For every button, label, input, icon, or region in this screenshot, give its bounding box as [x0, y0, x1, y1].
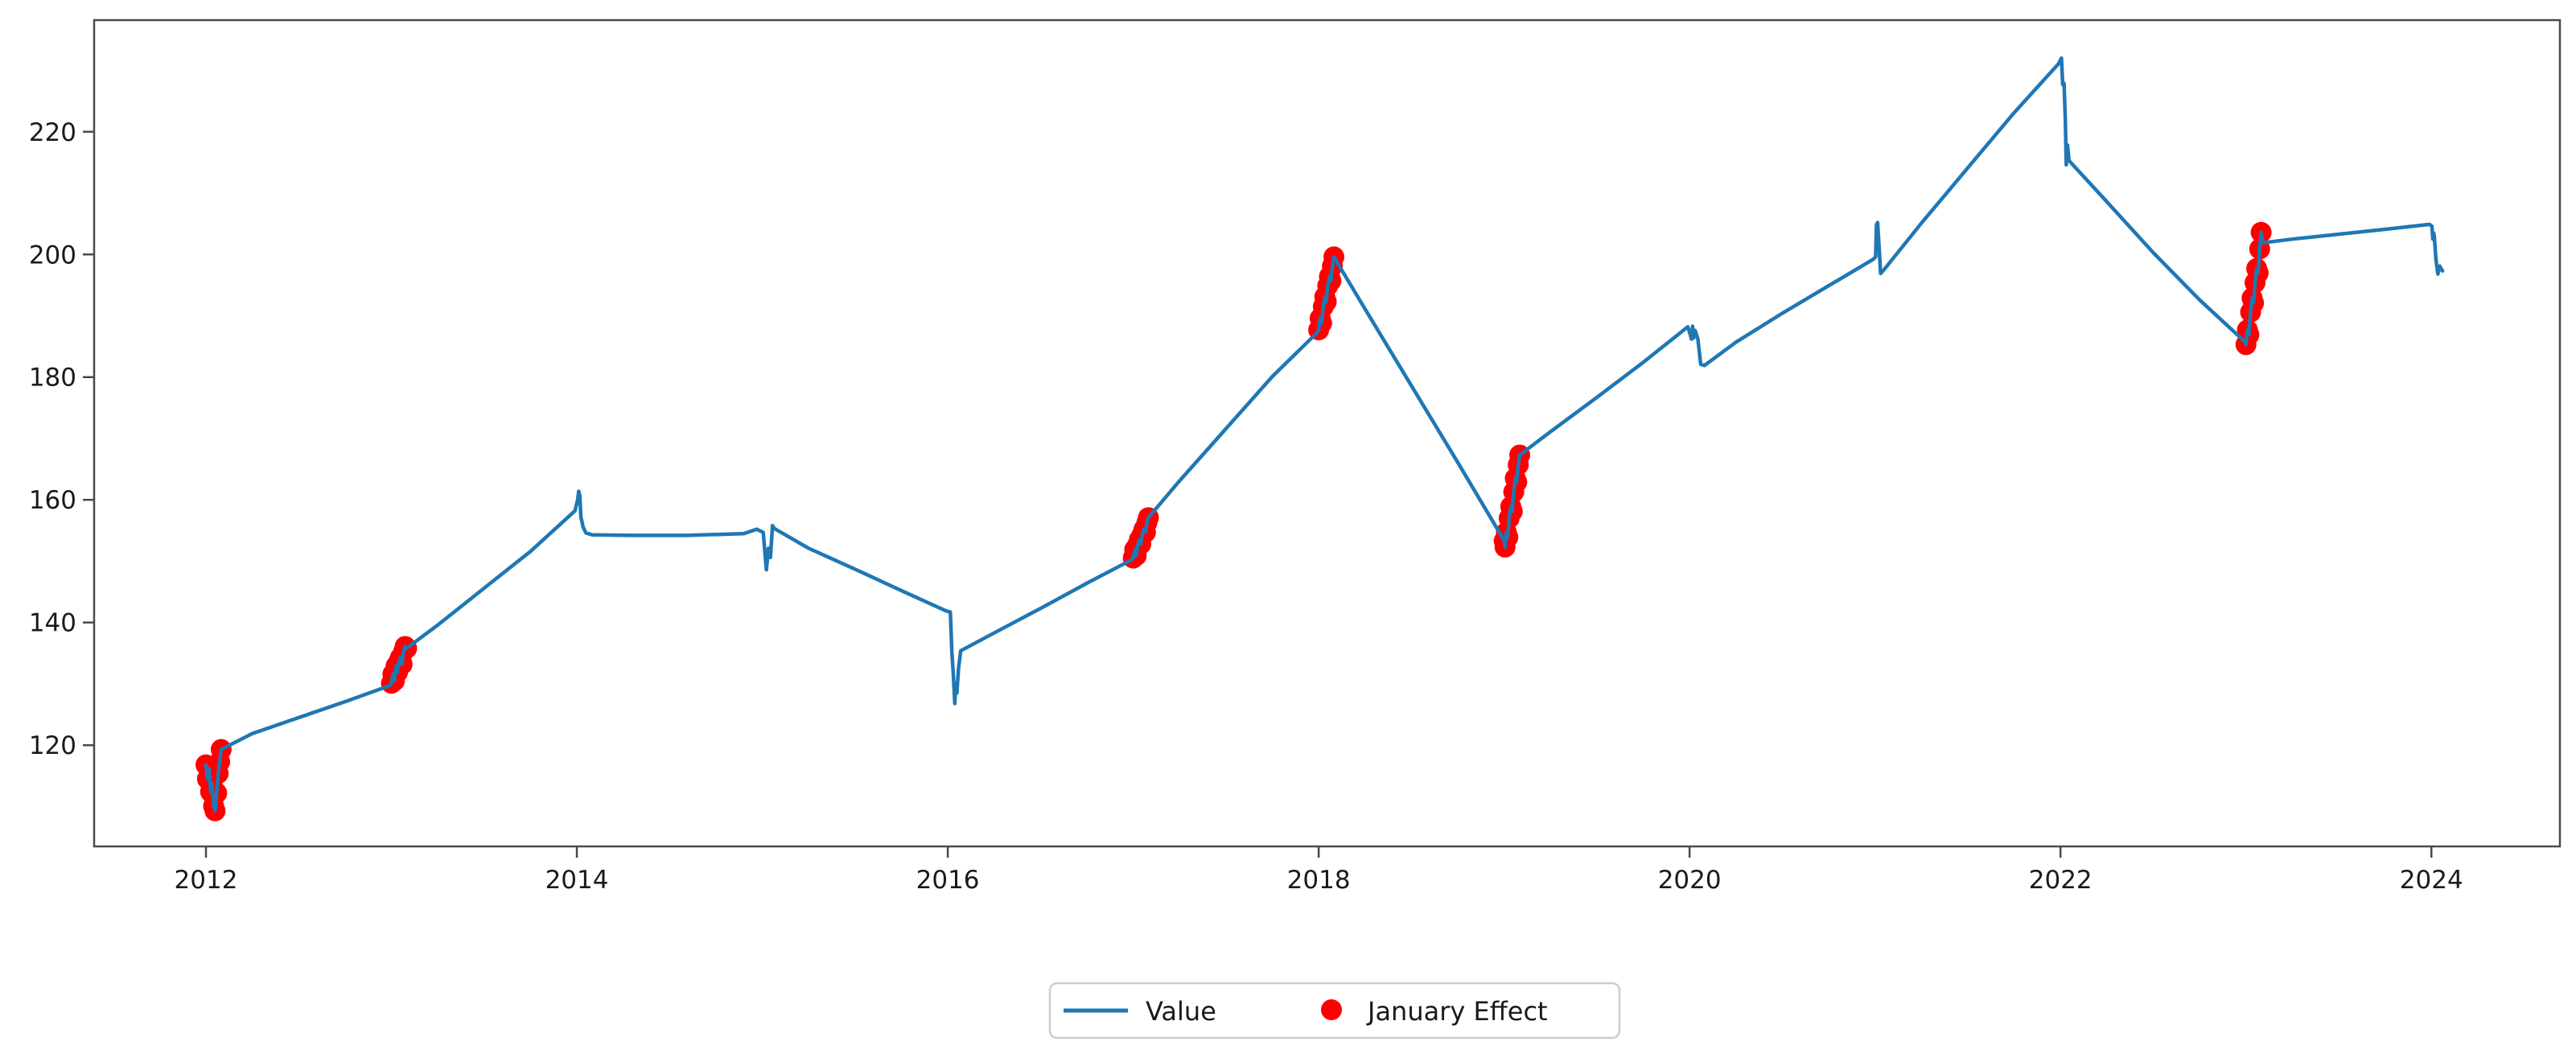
x-tick-label: 2016 [916, 866, 980, 895]
y-tick-label: 220 [29, 118, 76, 147]
x-tick-label: 2024 [2400, 866, 2463, 895]
x-tick-label: 2014 [545, 866, 609, 895]
x-tick-label: 2022 [2029, 866, 2092, 895]
legend: Value January Effect [1048, 982, 1621, 1040]
value-line [204, 56, 2445, 813]
y-tick-label: 180 [29, 364, 76, 393]
x-tick-label: 2018 [1287, 866, 1351, 895]
y-tick-label: 120 [29, 731, 76, 760]
value-line-series [204, 56, 2445, 813]
x-axis: 2012 2014 2016 2018 2020 2022 2024 [175, 846, 2463, 895]
legend-label-january-effect: January Effect [1366, 996, 1548, 1027]
legend-dot-swatch [1321, 999, 1342, 1020]
y-tick-label: 160 [29, 486, 76, 515]
y-axis: 120 140 160 180 200 220 [29, 118, 94, 760]
y-tick-label: 140 [29, 609, 76, 638]
y-tick-label: 200 [29, 241, 76, 270]
plot-area [94, 20, 2560, 846]
plot-border [93, 19, 2562, 848]
x-tick-label: 2012 [175, 866, 238, 895]
x-tick-label: 2020 [1658, 866, 1722, 895]
legend-label-value: Value [1146, 996, 1216, 1027]
